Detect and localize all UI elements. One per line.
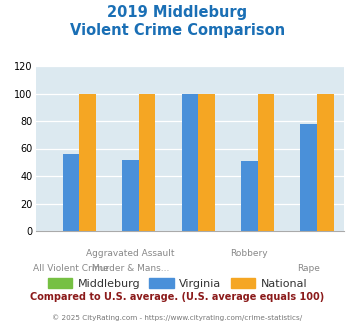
Text: Robbery: Robbery (230, 249, 268, 258)
Bar (63, 154, 80, 231)
Bar (317, 93, 334, 231)
Bar (300, 124, 317, 231)
Text: Violent Crime Comparison: Violent Crime Comparison (70, 23, 285, 38)
Bar (80, 93, 96, 231)
Text: Rape: Rape (297, 264, 320, 273)
Bar (241, 161, 258, 231)
Bar (139, 93, 155, 231)
Bar (182, 93, 198, 231)
Bar (258, 93, 274, 231)
Text: Aggravated Assault: Aggravated Assault (86, 249, 175, 258)
Bar (122, 159, 139, 231)
Bar (198, 93, 215, 231)
Text: Murder & Mans...: Murder & Mans... (92, 264, 169, 273)
Text: Compared to U.S. average. (U.S. average equals 100): Compared to U.S. average. (U.S. average … (31, 292, 324, 302)
Legend: Middleburg, Virginia, National: Middleburg, Virginia, National (44, 275, 311, 292)
Text: 2019 Middleburg: 2019 Middleburg (108, 5, 247, 20)
Text: © 2025 CityRating.com - https://www.cityrating.com/crime-statistics/: © 2025 CityRating.com - https://www.city… (53, 314, 302, 321)
Text: All Violent Crime: All Violent Crime (33, 264, 109, 273)
